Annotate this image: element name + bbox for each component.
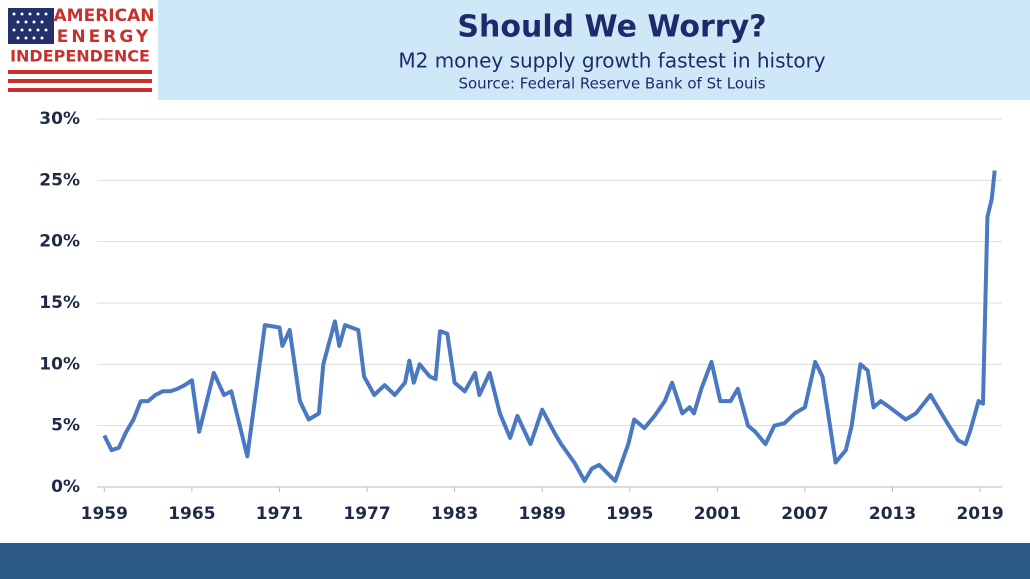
logo-text: ENERGY [57,27,151,47]
line-series [102,170,997,483]
logo-text: INDEPENDENCE [10,47,150,66]
x-tick-label: 1965 [168,504,215,524]
y-tick-label: 20% [39,232,80,252]
y-tick-label: 30% [39,109,80,129]
y-tick-label: 25% [39,170,80,190]
flag-stripe [8,70,152,74]
chart-title: Should We Worry? [457,10,766,45]
x-tick-label: 1983 [431,504,478,524]
y-tick-label: 10% [39,354,80,374]
y-tick-label: 5% [51,416,80,436]
x-tick-label: 1971 [256,504,303,524]
x-tick-label: 1995 [606,504,653,524]
header-band [158,0,1030,100]
flag-stripe [8,79,152,83]
chart-source: Source: Federal Reserve Bank of St Louis [458,75,765,93]
y-tick-label: 15% [39,293,80,313]
footer-band [0,543,1030,579]
x-tick-label: 2019 [956,504,1003,524]
logo-text: AMERICAN [54,6,155,26]
x-tick-label: 2001 [694,504,741,524]
x-tick-label: 1959 [81,504,128,524]
flag-stars [12,12,48,40]
x-tick-label: 1977 [343,504,390,524]
x-tick-label: 2007 [781,504,828,524]
logo: AMERICAN ENERGY INDEPENDENCE [8,6,154,92]
flag-stripe [8,88,152,92]
x-tick-label: 1989 [519,504,566,524]
chart-subtitle: M2 money supply growth fastest in histor… [398,49,825,73]
y-tick-label: 0% [51,477,80,497]
x-tick-label: 2013 [869,504,916,524]
